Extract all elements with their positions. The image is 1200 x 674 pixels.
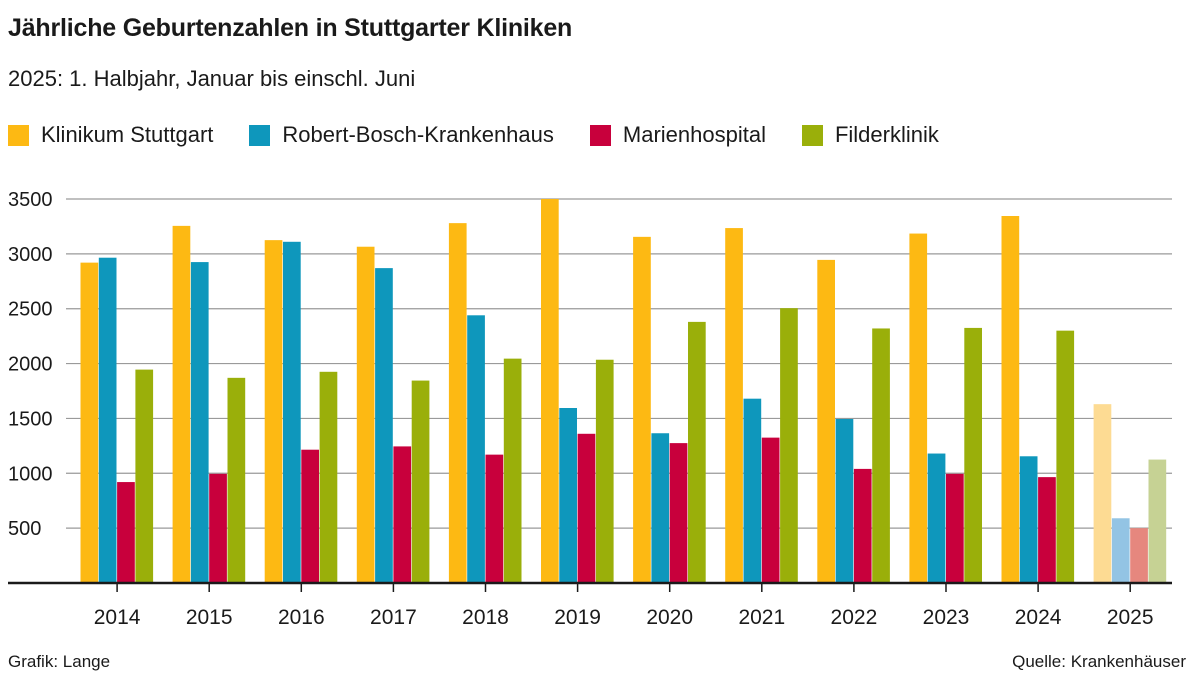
bar-klinikum-stuttgart-2016 <box>264 240 283 583</box>
bar-filderklinik-2022 <box>872 328 890 583</box>
y-tick-label-2500: 2500 <box>8 299 53 321</box>
bar-robert-bosch-krankenhaus-2020 <box>651 433 670 583</box>
bar-klinikum-stuttgart-2014 <box>80 262 99 583</box>
bar-klinikum-stuttgart-2021 <box>725 228 743 583</box>
x-tick-label-2023: 2023 <box>923 606 970 629</box>
x-tick-label-2015: 2015 <box>186 606 233 629</box>
legend-swatch-filderklinik <box>801 124 823 146</box>
chart-subtitle: 2025: 1. Halbjahr, Januar bis einschl. J… <box>8 66 416 91</box>
x-tick-label-2019: 2019 <box>554 606 601 629</box>
bar-robert-bosch-krankenhaus-2014 <box>98 257 117 583</box>
bar-filderklinik-2014 <box>135 369 154 583</box>
bar-robert-bosch-krankenhaus-2023 <box>927 453 946 583</box>
legend-label-marienhospital: Marienhospital <box>622 122 766 147</box>
bar-filderklinik-2023 <box>964 327 982 583</box>
bar-marienhospital-2019 <box>577 433 596 583</box>
bar-klinikum-stuttgart-2018 <box>448 223 467 583</box>
bar-marienhospital-2021 <box>761 437 780 583</box>
bar-filderklinik-2020 <box>688 321 706 583</box>
bar-filderklinik-2025 <box>1148 459 1167 583</box>
bar-filderklinik-2016 <box>319 371 338 583</box>
x-tick-label-2021: 2021 <box>738 606 785 629</box>
bar-klinikum-stuttgart-2015 <box>172 225 191 583</box>
legend-swatch-klinikum-stuttgart <box>8 124 29 146</box>
y-tick-label-3500: 3500 <box>8 189 53 211</box>
bar-marienhospital-2023 <box>946 473 964 583</box>
bar-klinikum-stuttgart-2022 <box>817 259 835 583</box>
y-tick-label-500: 500 <box>8 518 41 540</box>
bar-marienhospital-2022 <box>853 468 872 583</box>
legend-item-robert-bosch-krankenhaus: Robert-Bosch-Krankenhaus <box>249 122 554 148</box>
x-tick-label-2024: 2024 <box>1015 606 1062 629</box>
y-tick-label-1000: 1000 <box>8 463 53 485</box>
x-tick-label-2022: 2022 <box>831 606 878 629</box>
legend-item-filderklinik: Filderklinik <box>801 122 939 148</box>
legend-item-marienhospital: Marienhospital <box>589 122 766 148</box>
bar-marienhospital-2025 <box>1130 528 1148 583</box>
bar-robert-bosch-krankenhaus-2025 <box>1111 518 1130 583</box>
x-tick-label-2018: 2018 <box>462 606 509 629</box>
bar-filderklinik-2017 <box>411 380 430 583</box>
bar-klinikum-stuttgart-2017 <box>356 246 375 583</box>
bar-robert-bosch-krankenhaus-2017 <box>375 268 393 583</box>
bar-robert-bosch-krankenhaus-2022 <box>835 418 854 583</box>
bar-robert-bosch-krankenhaus-2018 <box>467 315 485 583</box>
legend-label-klinikum-stuttgart: Klinikum Stuttgart <box>41 122 214 147</box>
bar-marienhospital-2017 <box>393 446 412 583</box>
bar-marienhospital-2024 <box>1038 477 1056 583</box>
grid-lines <box>66 198 1172 529</box>
bar-filderklinik-2021 <box>780 308 798 583</box>
legend-swatch-marienhospital <box>589 124 611 146</box>
bar-robert-bosch-krankenhaus-2015 <box>190 262 209 583</box>
bar-marienhospital-2014 <box>117 482 135 583</box>
bar-marienhospital-2015 <box>209 473 227 583</box>
bar-robert-bosch-krankenhaus-2024 <box>1019 456 1038 583</box>
bar-marienhospital-2016 <box>301 449 319 583</box>
bar-robert-bosch-krankenhaus-2019 <box>559 408 577 583</box>
y-tick-label-2000: 2000 <box>8 354 53 376</box>
x-tick-label-2017: 2017 <box>370 606 417 629</box>
y-tick-label-1500: 1500 <box>8 408 53 430</box>
y-tick-label-3000: 3000 <box>8 244 53 266</box>
bar-filderklinik-2019 <box>595 359 614 583</box>
credit-text: Grafik: Lange <box>8 652 111 671</box>
x-tick-label-2025: 2025 <box>1107 606 1154 629</box>
bar-klinikum-stuttgart-2025 <box>1093 404 1112 583</box>
bar-marienhospital-2020 <box>669 443 688 583</box>
x-axis: 2014 2015 2016 2017 2018 2019 2020 2021 2022 2023… <box>8 581 1172 629</box>
bar-marienhospital-2018 <box>485 454 504 583</box>
chart-title: Jährliche Geburtenzahlen in Stuttgarter … <box>8 14 573 42</box>
bar-klinikum-stuttgart-2023 <box>909 233 928 583</box>
x-tick-label-2020: 2020 <box>646 606 693 629</box>
bars <box>80 199 1167 583</box>
x-tick-label-2014: 2014 <box>94 606 141 629</box>
legend-label-filderklinik: Filderklinik <box>834 122 939 147</box>
bar-robert-bosch-krankenhaus-2016 <box>283 241 301 583</box>
bar-filderklinik-2018 <box>503 358 522 583</box>
legend: Klinikum Stuttgart Robert-Bosch-Krankenh… <box>8 122 975 148</box>
bar-robert-bosch-krankenhaus-2021 <box>743 398 762 583</box>
legend-swatch-robert-bosch-krankenhaus <box>249 124 271 146</box>
bar-klinikum-stuttgart-2019 <box>541 199 559 583</box>
bar-filderklinik-2015 <box>227 377 246 583</box>
bar-filderklinik-2024 <box>1056 330 1075 583</box>
source-text: Quelle: Krankenhäuser <box>1012 652 1186 671</box>
legend-label-robert-bosch-krankenhaus: Robert-Bosch-Krankenhaus <box>282 122 554 147</box>
y-axis: 500 1000 1500 2000 2500 3000 3500 <box>8 189 53 540</box>
bar-klinikum-stuttgart-2020 <box>633 236 651 583</box>
legend-item-klinikum-stuttgart: Klinikum Stuttgart <box>8 122 213 148</box>
x-tick-label-2016: 2016 <box>278 606 325 629</box>
bar-klinikum-stuttgart-2024 <box>1001 216 1020 583</box>
